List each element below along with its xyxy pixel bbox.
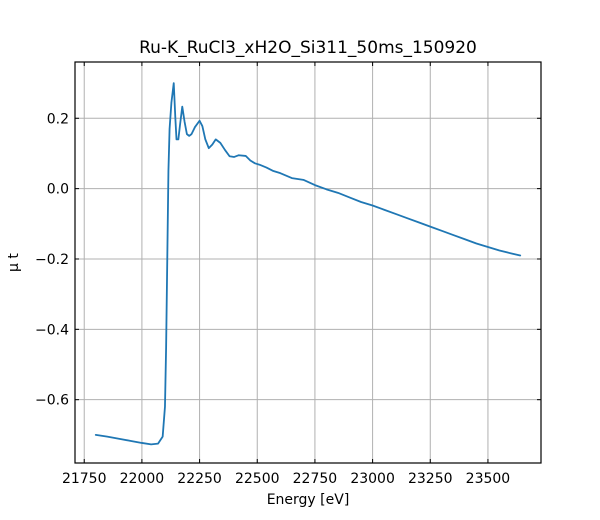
x-tick-label: 23000 xyxy=(350,471,395,487)
grid-lines xyxy=(75,62,541,463)
series-line-0 xyxy=(94,82,522,446)
x-tick-label: 22500 xyxy=(235,471,280,487)
x-tick-label: 23250 xyxy=(408,471,453,487)
tick-marks xyxy=(75,62,541,463)
series-layer xyxy=(94,82,522,446)
y-tick-label: −0.2 xyxy=(35,252,69,268)
x-tick-label: 22750 xyxy=(293,471,338,487)
y-tick-label: −0.4 xyxy=(35,322,69,338)
x-axis-label: Energy [eV] xyxy=(267,492,350,508)
y-axis-label: μ t xyxy=(6,253,22,272)
chart-title: Ru-K_RuCl3_xH2O_Si311_50ms_150920 xyxy=(139,38,477,58)
x-tick-label: 22250 xyxy=(177,471,222,487)
x-tick-label: 21750 xyxy=(62,471,107,487)
y-tick-label: 0.2 xyxy=(47,111,69,127)
tick-labels: 21750 22000 22250 22500 22750 23000 23250 23500… xyxy=(35,111,510,487)
x-tick-label: 23500 xyxy=(466,471,511,487)
plot-frame xyxy=(74,61,542,464)
x-tick-label: 22000 xyxy=(120,471,165,487)
y-tick-label: 0.0 xyxy=(47,182,69,198)
y-tick-label: −0.6 xyxy=(35,393,69,409)
